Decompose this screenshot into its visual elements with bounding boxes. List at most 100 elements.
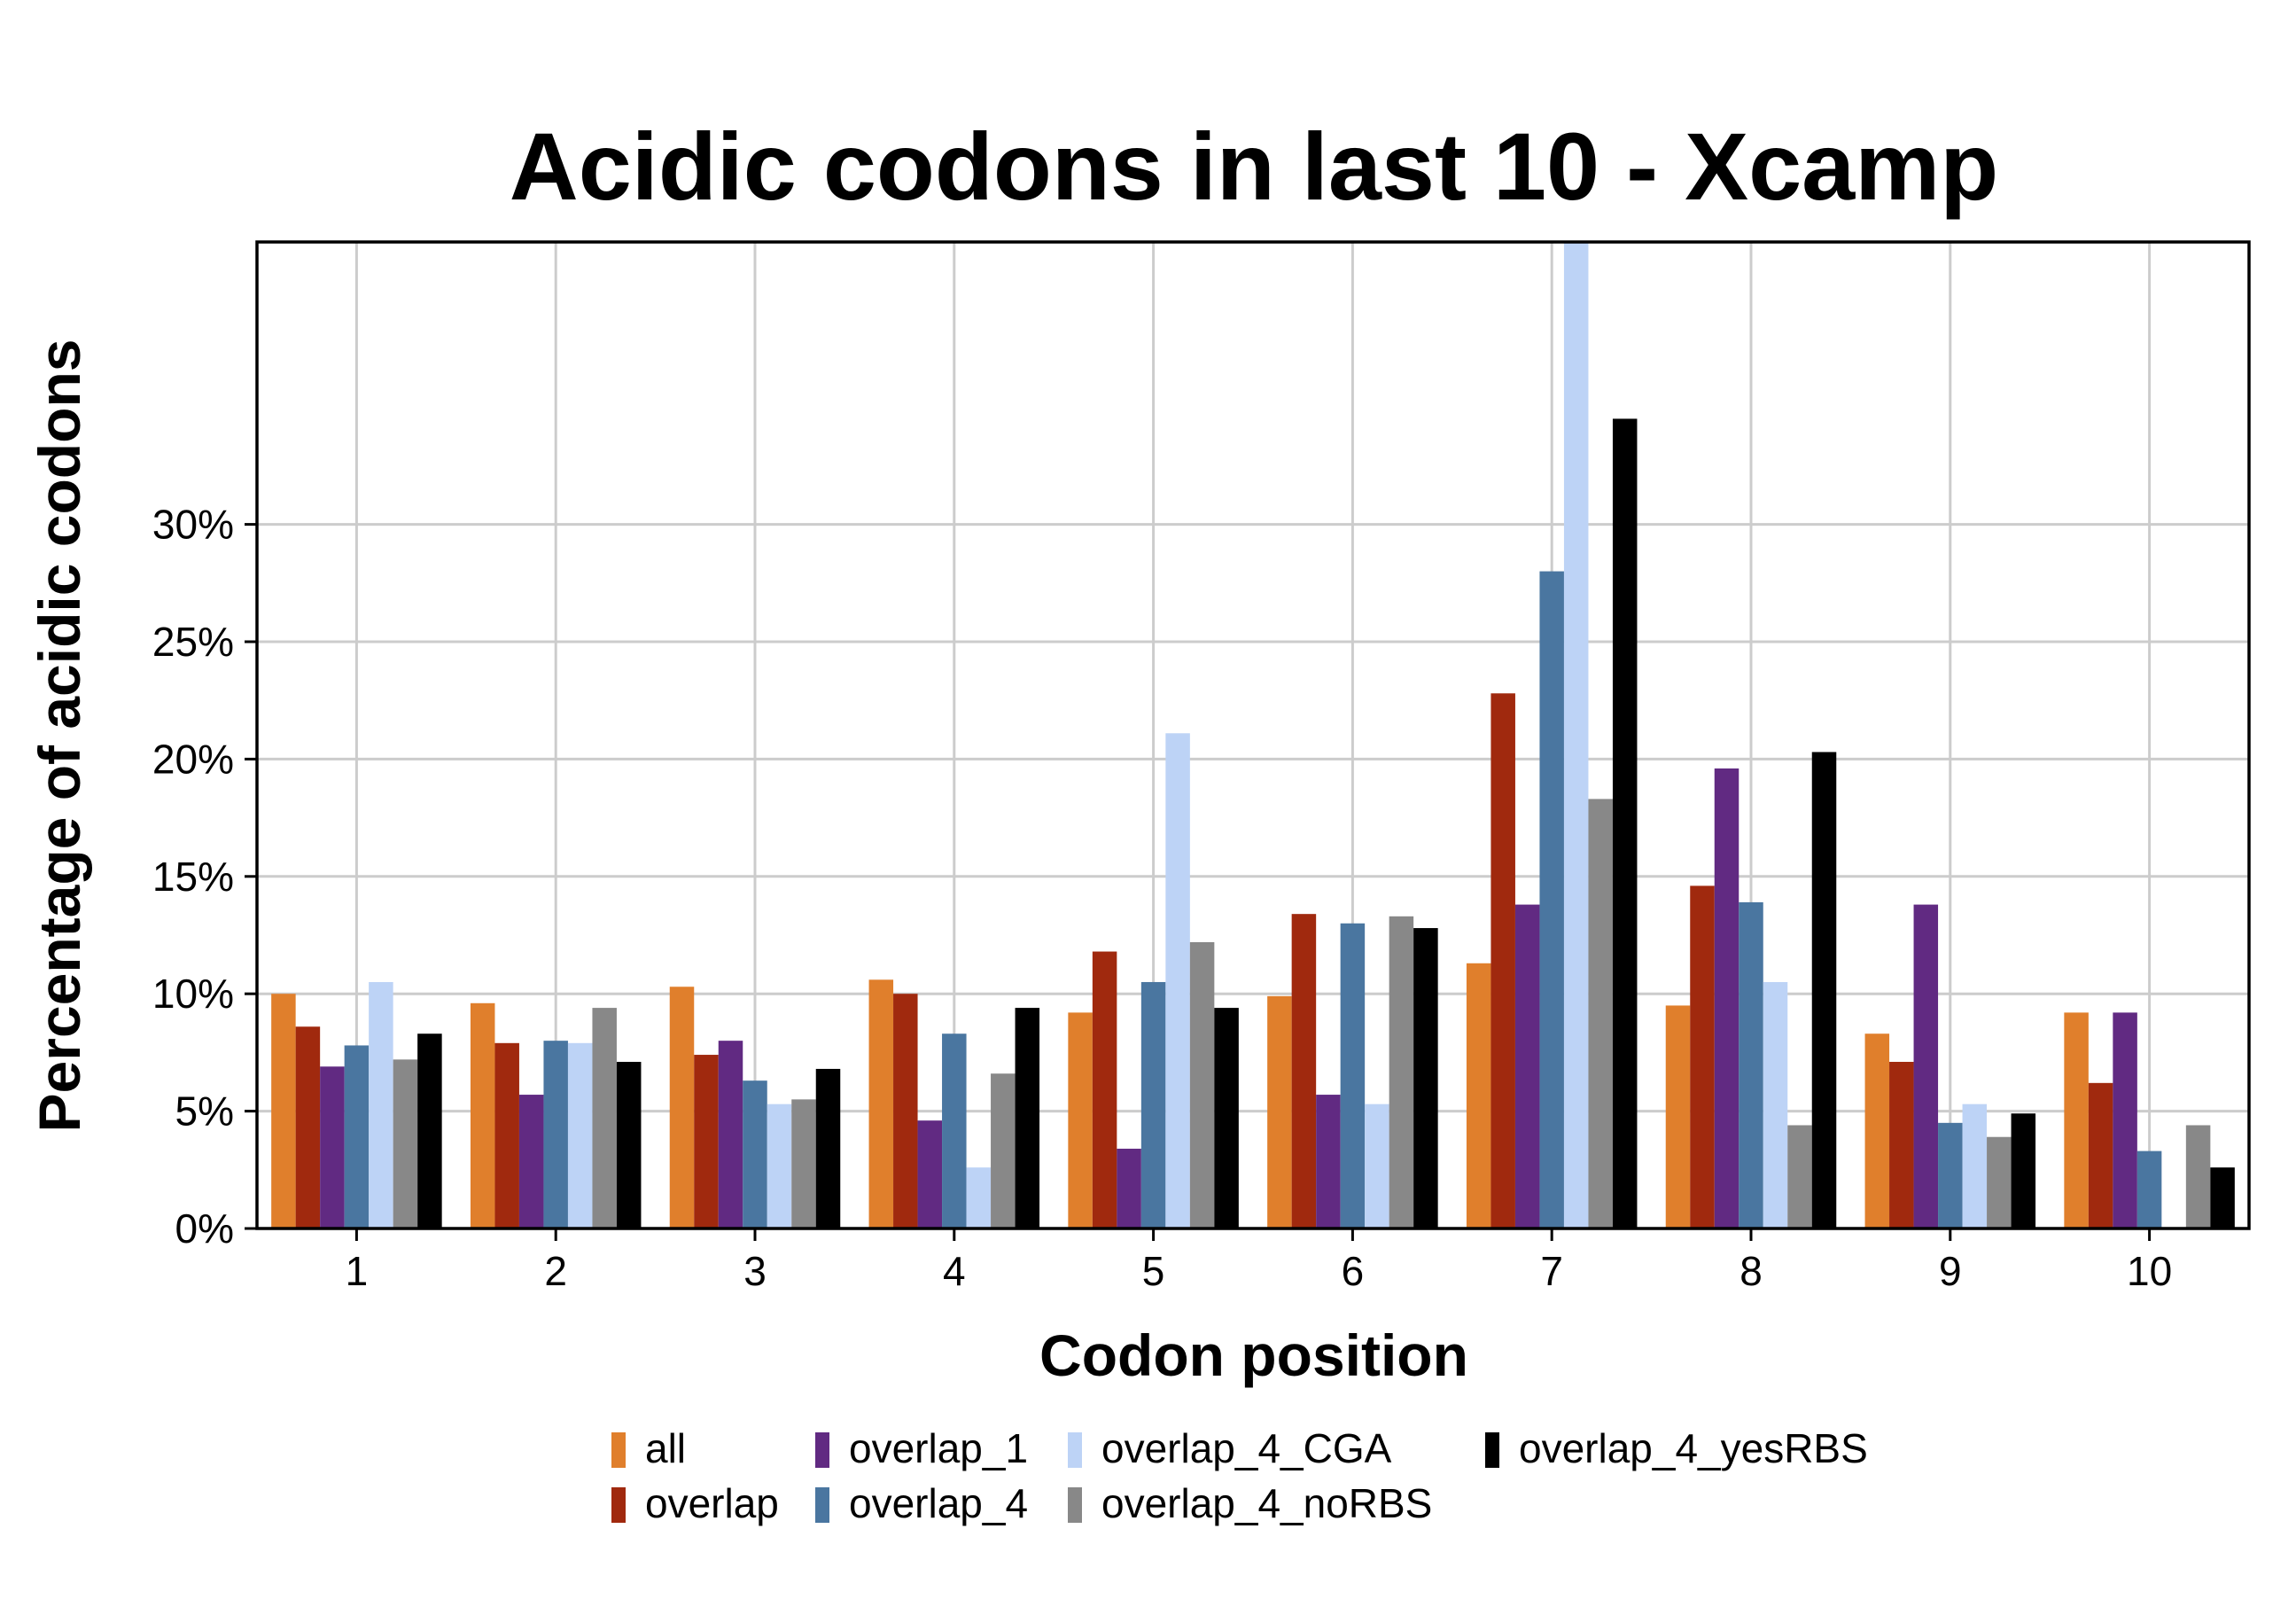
x-axis-label: Codon position [1039, 1322, 1468, 1388]
bar-overlap_1-pos-7 [1514, 904, 1540, 1228]
bar-overlap_4_CGA-pos-3 [767, 1104, 792, 1228]
bar-overlap_4_yesRBS-pos-10 [2210, 1167, 2235, 1228]
x-tick-label: 7 [1540, 1248, 1563, 1294]
bar-overlap_4_CGA-pos-7 [1563, 242, 1589, 1229]
bar-overlap_4_yesRBS-pos-2 [616, 1061, 642, 1228]
bar-overlap_1-pos-2 [518, 1095, 544, 1228]
y-tick-label: 30% [152, 502, 234, 548]
bar-overlap_1-pos-9 [1913, 904, 1939, 1228]
bar-all-pos-3 [669, 987, 695, 1228]
bar-overlap_4_noRBS-pos-3 [791, 1099, 816, 1228]
y-axis-label: Percentage of acidic codons [27, 339, 92, 1133]
bar-overlap_4_CGA-pos-5 [1165, 733, 1190, 1228]
bar-overlap_4_noRBS-pos-1 [393, 1059, 418, 1228]
bar-overlap_1-pos-6 [1316, 1095, 1341, 1228]
bar-overlap_4_yesRBS-pos-4 [1015, 1008, 1040, 1228]
bar-all-pos-9 [1864, 1034, 1890, 1228]
chart-title: Acidic codons in last 10 - Xcamp [510, 113, 1999, 220]
legend-label-overlap_4_noRBS: overlap_4_noRBS [1101, 1480, 1432, 1526]
y-tick-label: 0% [175, 1205, 234, 1252]
bar-overlap_4_CGA-pos-4 [966, 1167, 992, 1228]
legend-label-overlap_4_CGA: overlap_4_CGA [1101, 1425, 1392, 1471]
bar-overlap_4_noRBS-pos-8 [1787, 1125, 1812, 1228]
bar-overlap_4_yesRBS-pos-5 [1214, 1008, 1239, 1228]
bar-overlap_1-pos-3 [718, 1041, 743, 1228]
bar-overlap_1-pos-4 [917, 1120, 943, 1228]
bar-all-pos-10 [2064, 1012, 2089, 1228]
x-tick-label: 3 [743, 1248, 767, 1294]
legend-swatch-all [611, 1432, 626, 1468]
x-tick-label: 10 [2127, 1248, 2172, 1294]
y-tick-label: 10% [152, 971, 234, 1017]
bar-overlap_4-pos-9 [1938, 1122, 1963, 1228]
y-tick-label: 25% [152, 619, 234, 665]
legend-label-overlap_1: overlap_1 [849, 1425, 1028, 1471]
bar-overlap_1-pos-5 [1117, 1148, 1141, 1228]
bar-overlap_1-pos-1 [320, 1066, 345, 1228]
bar-all-pos-2 [470, 1002, 495, 1228]
bar-overlap_4-pos-4 [942, 1034, 967, 1228]
legend-label-overlap_4: overlap_4 [849, 1480, 1028, 1526]
bar-overlap-pos-3 [694, 1055, 719, 1228]
legend-label-overlap_4_yesRBS: overlap_4_yesRBS [1519, 1425, 1868, 1471]
bar-overlap_4_noRBS-pos-10 [2185, 1125, 2211, 1228]
legend-swatch-overlap [611, 1487, 626, 1523]
bar-overlap_4-pos-6 [1340, 923, 1366, 1228]
x-tick-label: 6 [1342, 1248, 1365, 1294]
bar-overlap_4_noRBS-pos-5 [1189, 941, 1215, 1228]
bar-overlap_1-pos-8 [1714, 768, 1740, 1228]
bar-overlap_4_noRBS-pos-7 [1588, 799, 1613, 1228]
x-tick-label: 1 [346, 1248, 369, 1294]
bar-overlap_4_yesRBS-pos-1 [417, 1034, 442, 1228]
legend-label-all: all [645, 1425, 686, 1471]
bar-overlap_4_noRBS-pos-6 [1389, 916, 1414, 1228]
bars [271, 242, 2235, 1229]
bar-overlap_4_yesRBS-pos-9 [2011, 1113, 2036, 1228]
bar-overlap_4_CGA-pos-2 [567, 1042, 593, 1228]
legend-swatch-overlap_1 [815, 1432, 829, 1468]
bar-overlap_4_CGA-pos-6 [1365, 1104, 1389, 1228]
bar-overlap_4-pos-7 [1539, 571, 1564, 1228]
bar-overlap-pos-7 [1490, 693, 1515, 1228]
legend-swatch-overlap_4_CGA [1068, 1432, 1082, 1468]
bar-all-pos-8 [1665, 1005, 1691, 1228]
bar-overlap_4-pos-10 [2136, 1150, 2162, 1228]
bar-overlap_4_CGA-pos-8 [1763, 981, 1788, 1228]
bar-overlap_4_CGA-pos-1 [369, 981, 393, 1228]
bar-overlap_1-pos-10 [2113, 1012, 2137, 1228]
bar-overlap_4-pos-5 [1140, 981, 1166, 1228]
bar-overlap_4-pos-3 [743, 1080, 767, 1228]
bar-overlap_4_yesRBS-pos-3 [815, 1068, 841, 1228]
bar-all-pos-1 [271, 994, 296, 1228]
bar-overlap_4_CGA-pos-9 [1962, 1104, 1988, 1228]
y-tick-label: 15% [152, 854, 234, 900]
bar-overlap-pos-4 [893, 994, 918, 1228]
bar-overlap_4_noRBS-pos-9 [1987, 1136, 2012, 1228]
bar-overlap-pos-10 [2088, 1082, 2113, 1228]
bar-overlap_4-pos-8 [1739, 901, 1763, 1228]
x-tick-label: 4 [943, 1248, 966, 1294]
y-tick-label: 5% [175, 1088, 234, 1135]
legend-label-overlap: overlap [645, 1480, 779, 1526]
x-axis: 1 2 3 4 5 6 7 8 9 10 [346, 1228, 2172, 1294]
bar-all-pos-4 [868, 979, 894, 1228]
x-tick-label: 2 [544, 1248, 567, 1294]
legend-swatch-overlap_4_yesRBS [1485, 1432, 1499, 1468]
bar-overlap_4_yesRBS-pos-7 [1612, 418, 1638, 1228]
y-axis: 0% 5% 10% 15% 20% 25% 30% [152, 502, 257, 1252]
bar-overlap_4_yesRBS-pos-6 [1413, 928, 1438, 1228]
bar-overlap-pos-1 [295, 1026, 321, 1228]
bar-overlap-pos-8 [1690, 885, 1715, 1228]
bar-all-pos-5 [1068, 1012, 1093, 1228]
bar-overlap_4_noRBS-pos-4 [991, 1073, 1016, 1228]
plot-frame [255, 240, 2251, 1230]
bar-overlap-pos-2 [494, 1042, 519, 1228]
x-tick-label: 9 [1939, 1248, 1962, 1294]
legend-swatch-overlap_4 [815, 1487, 829, 1523]
bar-overlap_4-pos-1 [344, 1045, 370, 1228]
bar-overlap-pos-5 [1092, 951, 1117, 1228]
bar-all-pos-7 [1466, 963, 1491, 1228]
bar-overlap-pos-9 [1889, 1061, 1914, 1228]
bar-overlap_4_yesRBS-pos-8 [1811, 752, 1837, 1228]
